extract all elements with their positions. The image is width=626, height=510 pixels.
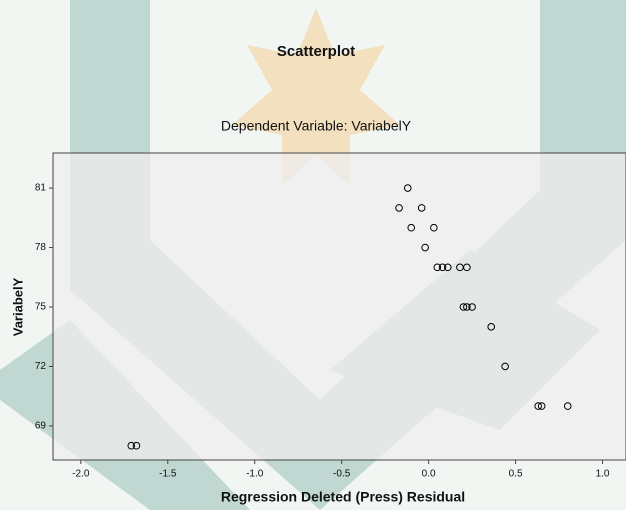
y-tick-label: 69 [35,421,47,432]
x-tick-label: -0.5 [333,469,351,480]
x-tick-label: -2.0 [72,469,90,480]
y-tick-label: 78 [35,242,47,253]
x-tick-label: 0.0 [422,469,436,480]
y-tick-label: 75 [35,302,47,313]
y-tick-label: 72 [35,361,47,372]
x-tick-label: 1.0 [596,469,610,480]
x-tick-label: -1.5 [159,469,177,480]
page: {"chart_data": { "type": "scatter", "tit… [0,0,626,510]
chart-subtitle: Dependent Variable: VariabelY [221,118,412,134]
plot-area [53,153,626,460]
y-tick-label: 81 [35,183,47,194]
x-tick-label: 0.5 [509,469,523,480]
chart: Scatterplot Dependent Variable: Variabel… [0,0,626,510]
y-axis-label: VariabelY [10,277,25,336]
x-tick-label: -1.0 [246,469,264,480]
x-axis-label: Regression Deleted (Press) Residual [221,489,465,505]
chart-title: Scatterplot [277,43,355,60]
